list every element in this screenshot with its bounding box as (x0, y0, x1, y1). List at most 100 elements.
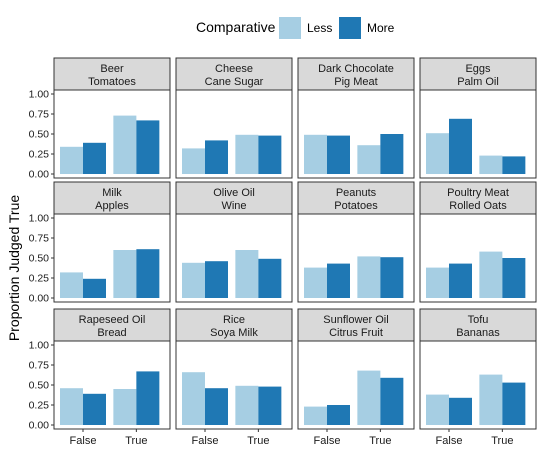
facet-strip (53, 57, 171, 91)
facet-title-line1: Peanuts (336, 187, 377, 199)
facet-title-line1: Beer (100, 63, 124, 75)
y-tick-label: 0.50 (29, 380, 50, 392)
facet-title-line2: Pig Meat (334, 76, 377, 88)
facet-title-line1: Cheese (215, 63, 253, 75)
facet-title-line1: Eggs (465, 63, 491, 75)
facet-title-line2: Soya Milk (210, 327, 258, 339)
y-tick-label: 0.00 (29, 169, 50, 181)
bar (60, 272, 83, 298)
facet-title-line1: Tofu (468, 314, 489, 326)
x-tick-label: False (70, 435, 97, 447)
facet-title-line2: Palm Oil (457, 76, 499, 88)
y-tick-label: 0.00 (29, 420, 50, 432)
bar (327, 405, 350, 425)
bar (235, 385, 259, 425)
bar (380, 134, 404, 174)
x-tick-label: True (125, 435, 147, 447)
facet-title-line1: Sunflower Oil (323, 314, 388, 326)
facet-strip (419, 308, 537, 342)
y-tick-label: 0.25 (29, 149, 50, 161)
bar (60, 388, 83, 425)
facet-strip (419, 181, 537, 215)
bar (449, 263, 472, 298)
facet-title-line2: Potatoes (334, 200, 378, 212)
bar (304, 267, 327, 298)
legend-swatch-less (279, 17, 301, 39)
facet-title-line2: Tomatoes (88, 76, 136, 88)
bar (327, 135, 350, 174)
facet-strip (53, 181, 171, 215)
y-tick-label: 0.25 (29, 400, 50, 412)
y-tick-label: 0.50 (29, 253, 50, 265)
bar (258, 386, 282, 425)
bar (113, 250, 137, 298)
facet-title-line1: Poultry Meat (447, 187, 509, 199)
facet-strip (175, 57, 293, 91)
facet-strip (297, 181, 415, 215)
bar (380, 257, 404, 298)
facet-strip (175, 308, 293, 342)
bar (113, 389, 137, 425)
facet-strip (297, 308, 415, 342)
legend-label-less: Less (307, 21, 332, 35)
bar (182, 148, 205, 174)
bar (502, 258, 526, 298)
y-tick-label: 0.00 (29, 293, 50, 305)
facet-title-line1: Dark Chocolate (318, 63, 394, 75)
facet-title-line1: Rapeseed Oil (79, 314, 146, 326)
facet-title-line2: Citrus Fruit (329, 327, 383, 339)
bar (205, 140, 228, 174)
y-tick-label: 1.00 (29, 340, 50, 352)
facet-strip (297, 57, 415, 91)
y-axis-title: Proportion Judged True (6, 195, 22, 342)
legend-label-more: More (367, 21, 395, 35)
bar (426, 133, 449, 174)
bar (479, 251, 503, 298)
y-tick-label: 0.75 (29, 360, 50, 372)
bar (205, 388, 228, 425)
bar (205, 261, 228, 298)
legend-swatch-more (339, 17, 361, 39)
bar (304, 134, 327, 174)
facet-title-line2: Bread (97, 327, 126, 339)
y-tick-label: 0.75 (29, 233, 50, 245)
bar (83, 393, 106, 425)
legend: Comparative Less More (196, 17, 395, 39)
bar (83, 278, 106, 298)
x-tick-label: True (369, 435, 391, 447)
facet-title-line1: Milk (102, 187, 122, 199)
bar (426, 394, 449, 425)
x-tick-label: False (436, 435, 463, 447)
bar (449, 397, 472, 425)
bar (357, 145, 381, 174)
facet-title-line2: Wine (221, 200, 246, 212)
facet-title-line2: Bananas (456, 327, 500, 339)
x-tick-label: True (247, 435, 269, 447)
bar (136, 371, 160, 425)
x-tick-label: False (192, 435, 219, 447)
bar (182, 262, 205, 298)
bar (258, 258, 282, 298)
facet-title-line2: Rolled Oats (449, 200, 507, 212)
bar (60, 146, 83, 174)
y-tick-label: 1.00 (29, 213, 50, 225)
facet-title-line1: Olive Oil (213, 187, 255, 199)
x-tick-label: False (314, 435, 341, 447)
bar (479, 155, 503, 174)
legend-title: Comparative (196, 19, 276, 35)
facet-title-line2: Apples (95, 200, 129, 212)
y-tick-label: 0.50 (29, 129, 50, 141)
bar (235, 250, 259, 298)
bar (83, 142, 106, 174)
bar (136, 120, 160, 174)
